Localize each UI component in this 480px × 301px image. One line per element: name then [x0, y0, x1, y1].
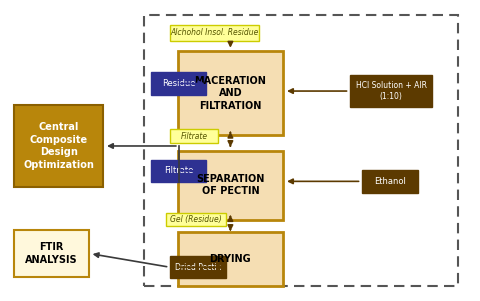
- Text: SEPARATION
OF PECTIN: SEPARATION OF PECTIN: [196, 174, 264, 196]
- Bar: [144, 15, 458, 286]
- Bar: [151, 72, 206, 95]
- Bar: [14, 230, 89, 277]
- Bar: [151, 160, 206, 182]
- Bar: [170, 129, 218, 143]
- Bar: [170, 256, 226, 278]
- Bar: [170, 25, 259, 41]
- Bar: [350, 75, 432, 107]
- Text: FTIR
ANALYSIS: FTIR ANALYSIS: [25, 242, 78, 265]
- Bar: [178, 232, 283, 286]
- Text: Dried Pectin: Dried Pectin: [175, 263, 221, 272]
- Bar: [362, 170, 418, 193]
- Text: Alchohol Insol. Residue: Alchohol Insol. Residue: [170, 28, 259, 37]
- Bar: [178, 150, 283, 220]
- Text: Filtrate: Filtrate: [164, 166, 193, 175]
- Text: DRYING: DRYING: [210, 254, 251, 264]
- Text: Central
Composite
Design
Optimization: Central Composite Design Optimization: [24, 123, 94, 169]
- Text: Residue: Residue: [162, 79, 195, 88]
- Bar: [14, 105, 103, 187]
- Text: Gel (Residue): Gel (Residue): [170, 215, 221, 224]
- Text: Filtrate: Filtrate: [181, 132, 208, 141]
- Text: HCI Solution + AIR
(1:10): HCI Solution + AIR (1:10): [356, 81, 427, 101]
- Text: Ethanol: Ethanol: [374, 177, 406, 186]
- Bar: [178, 51, 283, 135]
- Bar: [166, 213, 226, 226]
- Text: MACERATION
AND
FILTRATION: MACERATION AND FILTRATION: [194, 76, 266, 111]
